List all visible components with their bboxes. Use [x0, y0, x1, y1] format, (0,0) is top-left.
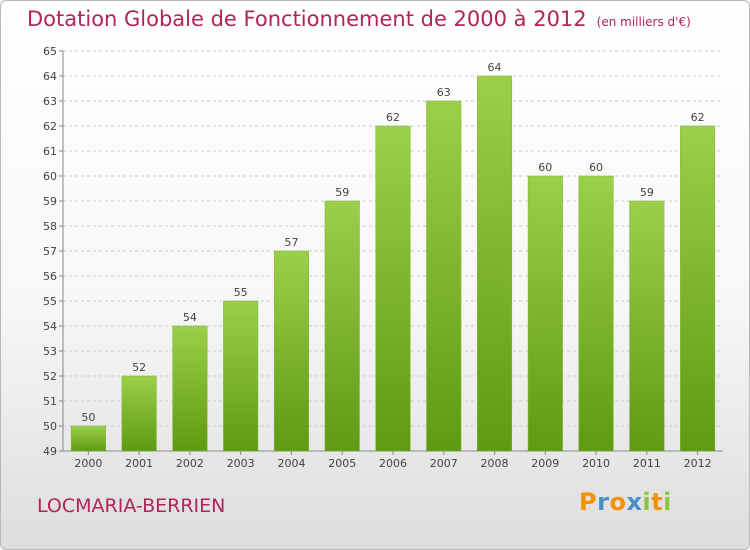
- bars: [70, 75, 716, 452]
- bar-2006: [375, 125, 411, 452]
- value-label-2001: 52: [132, 361, 146, 374]
- x-tick-label-2005: 2005: [328, 457, 356, 470]
- x-tick-label-2004: 2004: [277, 457, 305, 470]
- y-tick-label: 64: [43, 70, 57, 83]
- x-tick-label-2010: 2010: [582, 457, 610, 470]
- y-tick-label: 49: [43, 445, 57, 458]
- y-tick-label: 56: [43, 270, 57, 283]
- y-tick-label: 52: [43, 370, 57, 383]
- y-tick-label: 60: [43, 170, 57, 183]
- x-tick-label-2011: 2011: [633, 457, 661, 470]
- x-tick-label-2009: 2009: [531, 457, 559, 470]
- x-tick-label-2003: 2003: [227, 457, 255, 470]
- bar-2008: [477, 75, 513, 452]
- logo-letter: x: [626, 488, 643, 516]
- value-label-2005: 59: [335, 186, 349, 199]
- commune-name: LOCMARIA-BERRIEN: [37, 495, 226, 517]
- bar-2010: [578, 175, 614, 452]
- value-label-2000: 50: [81, 411, 95, 424]
- y-tick-label: 65: [43, 45, 57, 58]
- bar-2009: [527, 175, 563, 452]
- proxiti-logo[interactable]: Proxiti: [579, 488, 672, 516]
- chart-title: Dotation Globale de Fonctionnement de 20…: [27, 7, 691, 31]
- y-tick-label: 57: [43, 245, 57, 258]
- y-tick-label: 51: [43, 395, 57, 408]
- logo-letter: i: [663, 488, 672, 516]
- bar-2001: [121, 375, 157, 452]
- bar-2000: [70, 425, 106, 452]
- chart-title-text: Dotation Globale de Fonctionnement de 20…: [27, 7, 587, 31]
- value-label-2008: 64: [488, 61, 502, 74]
- x-tick-label-2012: 2012: [684, 457, 712, 470]
- y-tick-label: 63: [43, 95, 57, 108]
- logo-letter: o: [609, 488, 627, 516]
- logo-letter: i: [642, 488, 652, 516]
- bar-2007: [426, 100, 462, 452]
- labels: 50 2000 52 2001 54 2002 55 2003 57 2004 59 2005 62 20…: [74, 61, 711, 470]
- y-tick-label: 55: [43, 295, 57, 308]
- value-label-2007: 63: [437, 86, 451, 99]
- bar-2003: [223, 300, 259, 452]
- y-tick-label: 58: [43, 220, 57, 233]
- x-tick-label-2001: 2001: [125, 457, 153, 470]
- unit-note: (en milliers d'€): [596, 15, 691, 29]
- value-label-2003: 55: [234, 286, 248, 299]
- y-tick-label: 53: [43, 345, 57, 358]
- bar-2011: [629, 200, 665, 452]
- y-tick-label: 61: [43, 145, 57, 158]
- value-label-2011: 59: [640, 186, 654, 199]
- bar-2012: [680, 125, 716, 452]
- logo-letter: P: [579, 488, 598, 516]
- logo-letter: t: [651, 488, 664, 516]
- x-tick-label-2006: 2006: [379, 457, 407, 470]
- y-tick-label: 54: [43, 320, 57, 333]
- x-tick-label-2000: 2000: [74, 457, 102, 470]
- y-tick-label: 59: [43, 195, 57, 208]
- bar-2002: [172, 325, 208, 452]
- logo-letter: r: [597, 488, 610, 516]
- x-tick-label-2002: 2002: [176, 457, 204, 470]
- value-label-2004: 57: [284, 236, 298, 249]
- value-label-2009: 60: [538, 161, 552, 174]
- value-label-2012: 62: [691, 111, 705, 124]
- value-label-2006: 62: [386, 111, 400, 124]
- x-tick-label-2008: 2008: [481, 457, 509, 470]
- y-tick-label: 50: [43, 420, 57, 433]
- x-tick-label-2007: 2007: [430, 457, 458, 470]
- value-label-2002: 54: [183, 311, 197, 324]
- y-tick-label: 62: [43, 120, 57, 133]
- bar-2004: [273, 250, 309, 452]
- value-label-2010: 60: [589, 161, 603, 174]
- bar-2005: [324, 200, 360, 452]
